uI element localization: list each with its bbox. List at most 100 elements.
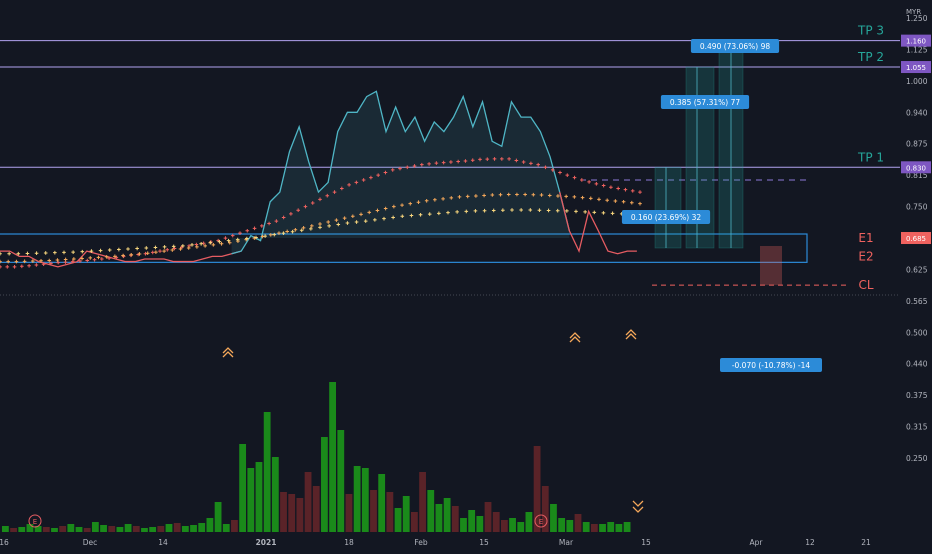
ma-point <box>528 208 533 212</box>
volume-bar <box>533 446 541 532</box>
event-marker-icon[interactable] <box>534 514 548 528</box>
ma-point <box>285 229 289 234</box>
ma-point <box>457 195 462 199</box>
profit-target-zone[interactable] <box>654 166 682 249</box>
ma-point <box>309 224 314 228</box>
ma-point <box>254 235 258 240</box>
ma-point <box>113 254 117 259</box>
ma-point <box>587 180 591 184</box>
ma-point <box>34 263 39 267</box>
volume-bar <box>296 498 304 532</box>
volume-bar <box>337 430 345 532</box>
ma-point <box>121 253 125 258</box>
volume-bar <box>75 527 83 532</box>
trade-annotation-text: -0.070 (-10.78%) -14 <box>732 361 811 370</box>
ma-point <box>290 229 295 234</box>
ma-point <box>96 255 101 260</box>
ma-point <box>104 255 109 259</box>
ma-point <box>383 170 388 175</box>
stop-loss-zone[interactable] <box>760 246 782 286</box>
ma-point <box>506 192 511 197</box>
ma-point <box>150 250 155 255</box>
ma-point <box>227 240 232 245</box>
ma-point <box>456 159 460 164</box>
ma-point <box>281 231 286 235</box>
ma-point <box>211 243 216 247</box>
ma-point <box>252 226 257 231</box>
ma-point <box>162 249 166 253</box>
volume-bar <box>239 444 247 532</box>
event-marker-icon[interactable] <box>28 514 42 528</box>
buy-signal-icon <box>625 329 637 340</box>
ma-point <box>400 203 404 207</box>
ma-point <box>85 258 90 263</box>
ma-point <box>470 158 475 163</box>
ma-point <box>5 265 10 269</box>
ma-point <box>80 249 85 254</box>
ma-point <box>621 199 626 204</box>
ma-point <box>609 185 613 190</box>
volume-bar <box>370 490 377 532</box>
x-tick-label: Feb <box>414 538 428 547</box>
ma-point <box>318 225 322 230</box>
volume-bar <box>558 518 566 532</box>
volume-bar <box>615 524 623 532</box>
ma-point <box>523 192 527 197</box>
ma-point <box>14 259 19 264</box>
ma-point <box>433 198 437 202</box>
y-tick-label: 0.440 <box>906 360 928 369</box>
ma-point <box>412 164 417 168</box>
y-tick-label: 0.375 <box>906 391 928 400</box>
ma-point <box>217 239 222 244</box>
axis-price-tag-text: 1.160 <box>906 38 926 46</box>
ma-point <box>178 247 183 251</box>
entry-zone-box[interactable] <box>0 233 808 263</box>
volume-bar <box>361 468 369 532</box>
x-tick-label: Mar <box>559 538 574 547</box>
ma-point <box>601 183 606 188</box>
ma-point <box>515 192 519 197</box>
ma-point <box>158 249 162 253</box>
ma-point <box>12 265 17 269</box>
ma-point <box>143 251 148 256</box>
y-tick-label: 0.750 <box>906 203 928 212</box>
volume-bar <box>329 382 336 532</box>
ma-point <box>6 259 11 264</box>
x-tick-label: 21 <box>861 538 871 547</box>
stop-label: CL <box>858 278 873 292</box>
ma-point <box>347 183 351 187</box>
ma-point <box>25 251 30 256</box>
ma-point <box>474 194 478 198</box>
ma-point <box>354 180 359 185</box>
volume-bar <box>312 486 320 532</box>
ma-point <box>558 170 562 175</box>
ma-point <box>367 210 372 215</box>
volume-bar <box>10 528 17 532</box>
ma-point <box>289 212 293 216</box>
ma-point <box>201 241 206 246</box>
ma-point <box>88 256 93 260</box>
ma-point <box>473 209 478 213</box>
ma-point <box>424 198 429 203</box>
ma-point <box>296 208 300 213</box>
volume-bar <box>378 474 386 532</box>
ma-point <box>186 246 191 250</box>
sell-signal-icon <box>632 500 644 513</box>
y-tick-label: 0.250 <box>906 454 928 463</box>
ma-point <box>398 166 402 171</box>
ma-point <box>336 222 341 227</box>
ma-point <box>190 243 194 247</box>
price-line-up <box>231 90 570 255</box>
volume-bar <box>288 494 296 532</box>
x-tick-label: 14 <box>158 538 168 547</box>
ma-point <box>208 240 213 245</box>
ma-point <box>22 259 27 264</box>
volume-bar <box>574 514 582 532</box>
ma-point <box>226 238 231 243</box>
ma-point <box>325 193 330 198</box>
volume-bar <box>411 512 418 532</box>
trade-annotation-label <box>690 39 780 53</box>
